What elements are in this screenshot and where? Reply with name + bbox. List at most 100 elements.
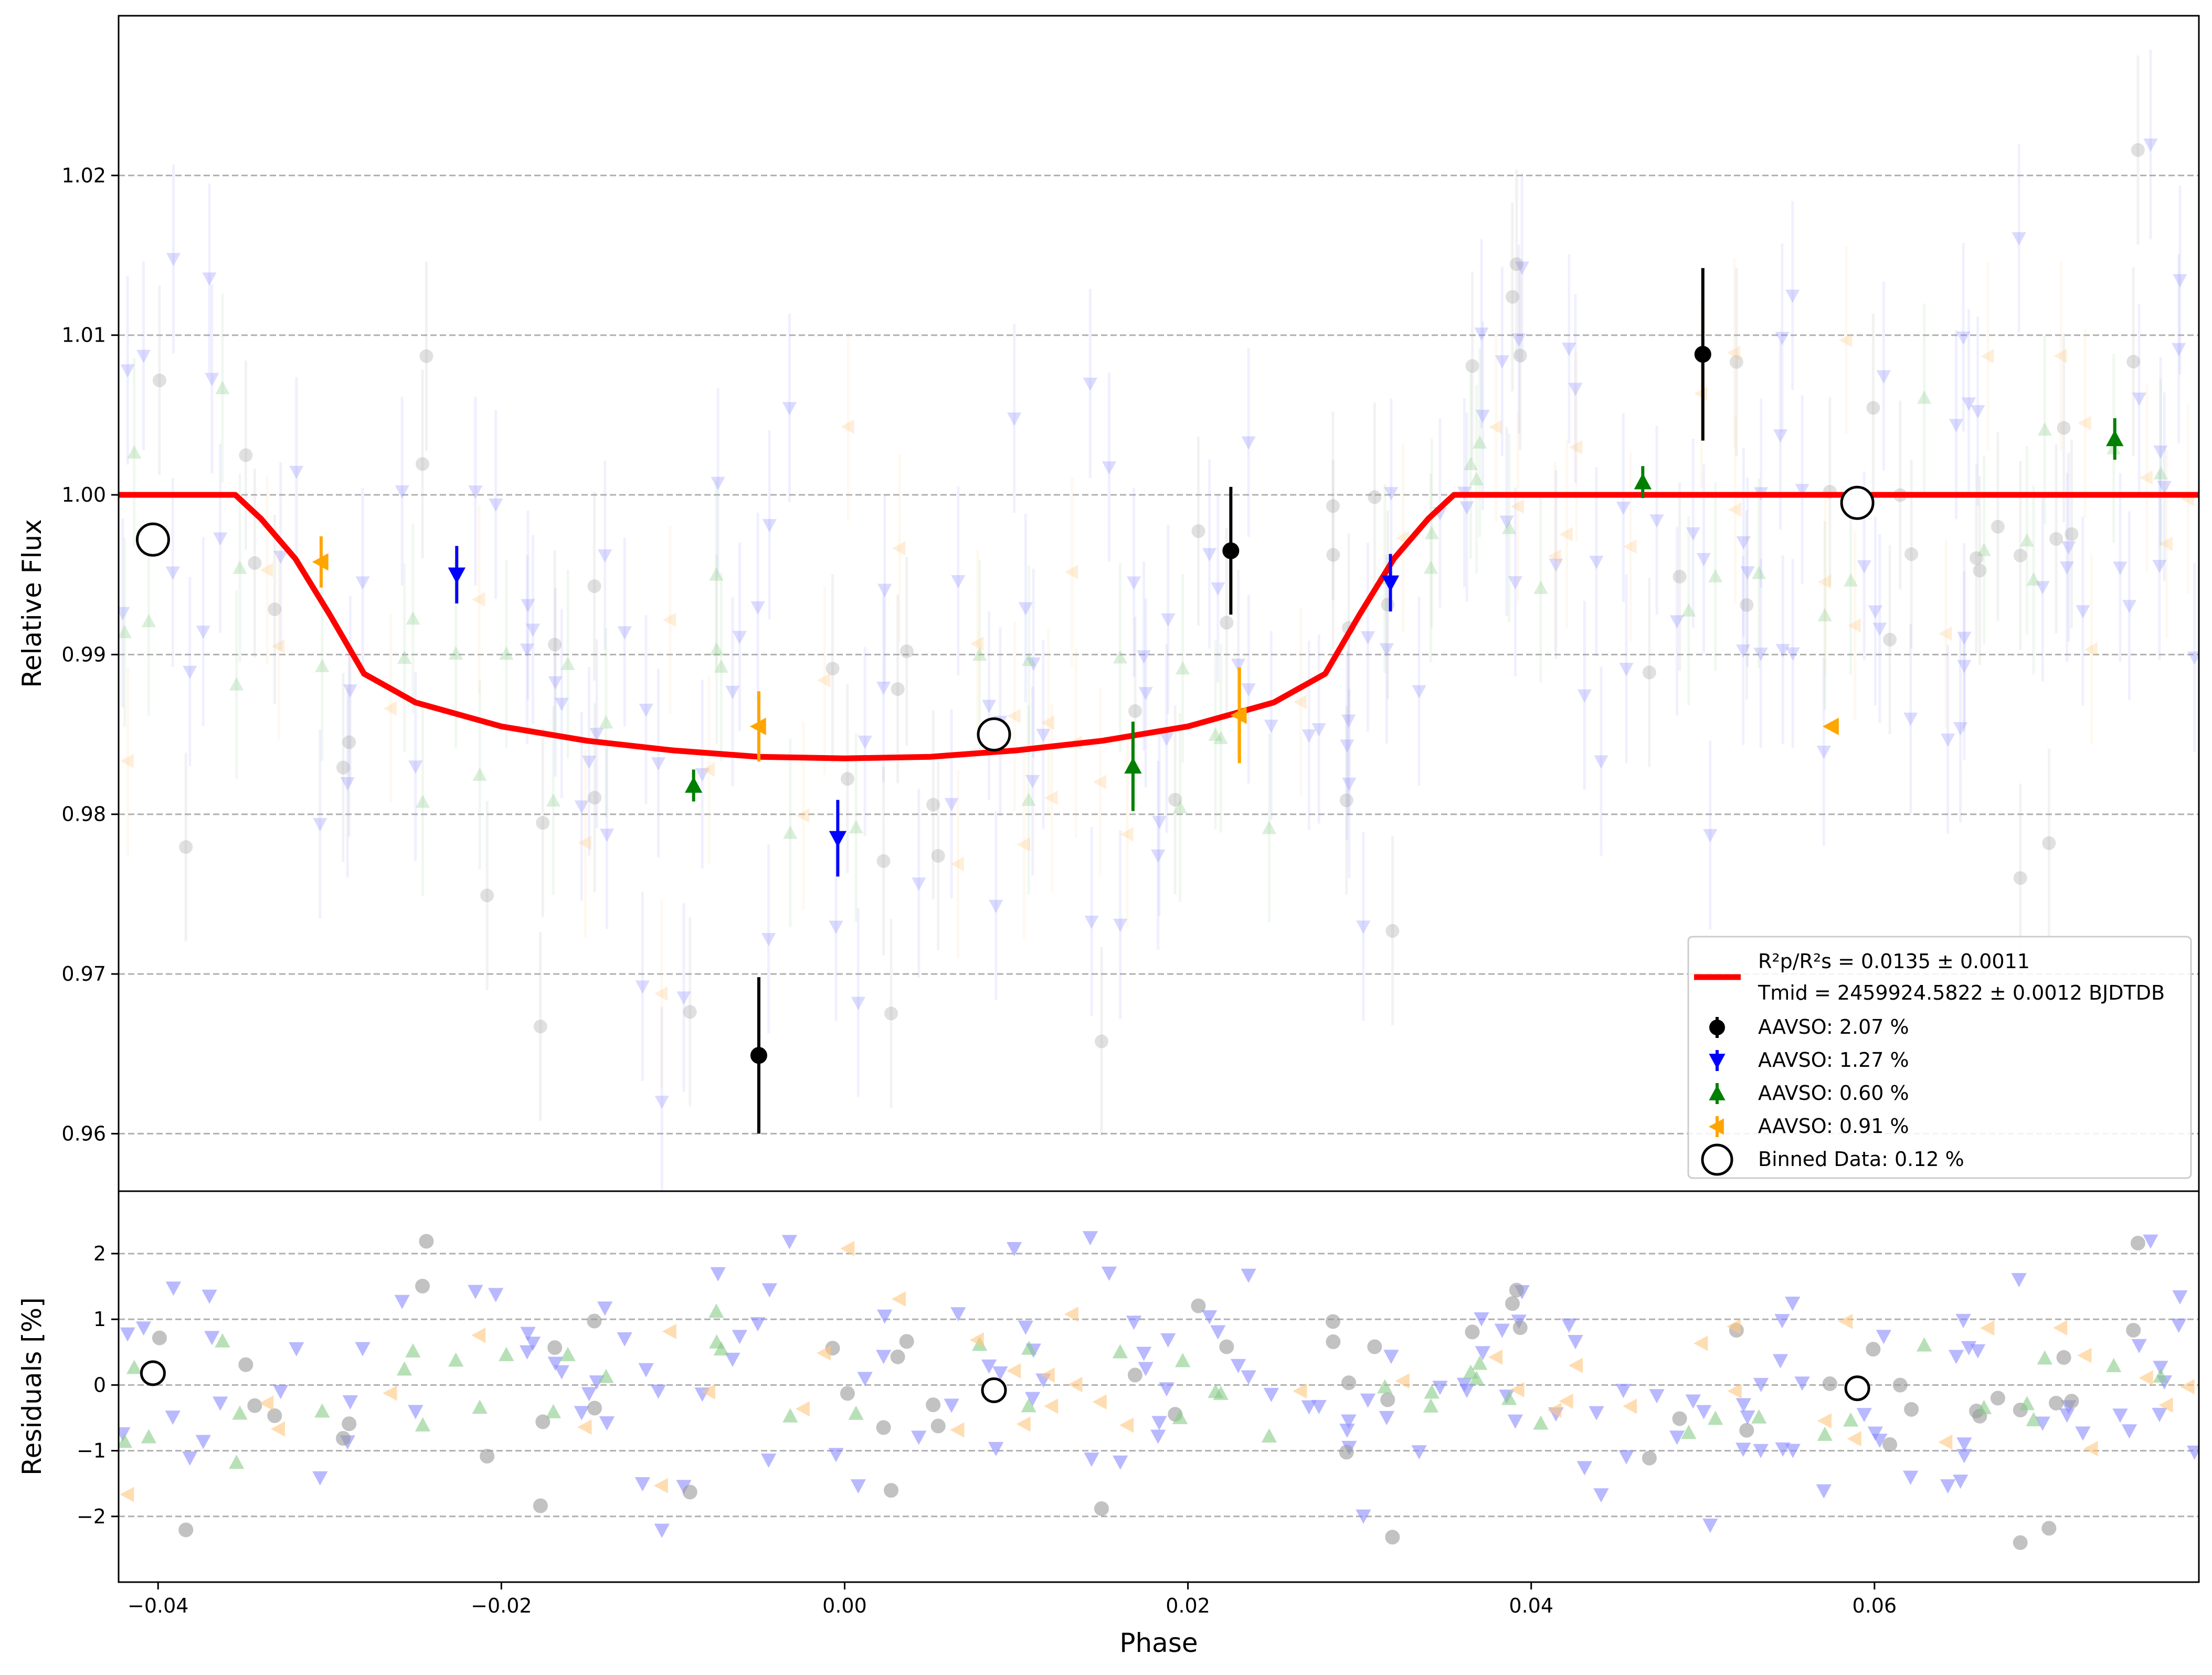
unbinned-point: [1642, 665, 1656, 680]
residual-point: [1593, 1488, 1609, 1503]
unbinned-point: [762, 519, 777, 533]
unbinned-point: [2173, 274, 2187, 288]
residual-point: [2152, 1407, 2167, 1423]
unbinned-point: [1569, 440, 1583, 455]
unbinned-point: [1424, 526, 1439, 539]
unbinned-point: [268, 602, 282, 617]
unbinned-point: [1202, 548, 1217, 561]
residual-point: [415, 1417, 431, 1432]
residual-point: [1380, 1392, 1395, 1407]
residual-point: [2153, 1368, 2168, 1383]
residual-point: [1882, 1437, 1898, 1452]
series-point: [312, 553, 329, 571]
residual-point: [682, 1485, 697, 1500]
legend-model-label-2: Tmid = 2459924.5822 ± 0.0012 BJDTDB: [1758, 981, 2165, 1004]
unbinned-point: [1883, 632, 1897, 646]
residual-point: [394, 1295, 410, 1309]
residual-point: [520, 1327, 536, 1341]
residual-point: [535, 1414, 551, 1429]
unbinned-point: [1241, 683, 1256, 697]
residual-point: [875, 1350, 892, 1364]
residual-point: [2130, 1235, 2145, 1250]
residual-point: [1772, 1354, 1788, 1369]
unbinned-point: [1356, 920, 1371, 934]
residual-point: [1138, 1362, 1153, 1376]
unbinned-point: [1753, 648, 1768, 661]
binned-residual-point: [1844, 1375, 1870, 1402]
unbinned-point: [260, 563, 273, 577]
unbinned-point: [141, 613, 156, 628]
residual-point: [930, 1418, 946, 1434]
residual-point: [988, 1441, 1004, 1457]
x-tick-label: 0.02: [1166, 1594, 1210, 1617]
unbinned-point: [1533, 580, 1548, 594]
unbinned-point: [1876, 370, 1891, 384]
unbinned-point: [1385, 924, 1400, 938]
residual-point: [574, 1406, 589, 1420]
residual-point: [969, 1332, 984, 1348]
residual-point: [178, 1522, 194, 1538]
residual-point: [1892, 1377, 1908, 1393]
unbinned-point: [383, 701, 397, 716]
unbinned-point: [1151, 849, 1166, 863]
residual-point: [1512, 1320, 1528, 1335]
unbinned-point: [2131, 143, 2145, 157]
unbinned-point: [1973, 564, 1987, 578]
top-y-tick-label: 0.98: [61, 803, 106, 826]
legend-markers: [1701, 1017, 1733, 1176]
residual-point: [2011, 1273, 2027, 1288]
residual-point: [1623, 1398, 1637, 1414]
residual-point: [1940, 1479, 1956, 1494]
unbinned-point: [2139, 470, 2153, 485]
unbinned-point: [825, 662, 840, 676]
unbinned-point: [1562, 343, 1576, 356]
residual-point: [2013, 1535, 2028, 1550]
unbinned-point: [695, 768, 710, 782]
residual-point: [1150, 1429, 1166, 1444]
unbinned-point: [1172, 800, 1188, 814]
top-y-axis-ticks: 0.96 0.97 0.98 0.99 1.00 1.01 1.02: [61, 164, 119, 1145]
unbinned-point: [1511, 333, 1526, 347]
unbinned-point: [1475, 409, 1490, 423]
top-y-tick-label: 0.99: [61, 643, 106, 666]
residual-point: [2158, 1397, 2173, 1413]
unbinned-point: [1360, 631, 1375, 645]
residual-point: [273, 1385, 289, 1400]
unbinned-point: [315, 659, 330, 672]
unbinned-point: [1102, 461, 1117, 475]
unbinned-point: [1727, 345, 1741, 361]
residual-point: [981, 1359, 997, 1374]
residual-point: [2153, 1361, 2168, 1375]
unbinned-point: [709, 642, 724, 656]
unbinned-point: [1412, 685, 1426, 699]
x-tick-label: −0.04: [128, 1594, 188, 1617]
series-point: [1694, 346, 1711, 363]
unbinned-point: [521, 599, 535, 612]
residual-point: [2106, 1358, 2122, 1373]
residual-point: [2131, 1339, 2147, 1353]
unbinned-point: [1740, 598, 1754, 612]
unbinned-point: [1971, 405, 1985, 419]
legend-series-marker: [1709, 1020, 1725, 1035]
residual-point: [2064, 1394, 2079, 1409]
residual-point: [247, 1398, 262, 1413]
residual-point: [2059, 1408, 2075, 1423]
unbinned-point: [1381, 598, 1395, 612]
legend-binned-marker: [1701, 1143, 1733, 1176]
residual-point: [289, 1342, 304, 1356]
unbinned-point: [1501, 521, 1517, 534]
unbinned-point: [1094, 1034, 1108, 1048]
unbinned-point: [355, 576, 370, 590]
residual-point: [1136, 1347, 1152, 1361]
residual-point: [598, 1369, 614, 1383]
unbinned-point: [1775, 644, 1790, 658]
unbinned-point: [1025, 775, 1040, 789]
unbinned-point: [639, 703, 653, 717]
residual-point: [2077, 1348, 2092, 1363]
residual-point: [471, 1327, 486, 1343]
unbinned-point: [1488, 420, 1502, 434]
residual-point: [1785, 1297, 1801, 1311]
unbinned-point: [1018, 602, 1033, 616]
unbinned-point: [884, 1006, 898, 1021]
unbinned-point: [1795, 484, 1809, 497]
